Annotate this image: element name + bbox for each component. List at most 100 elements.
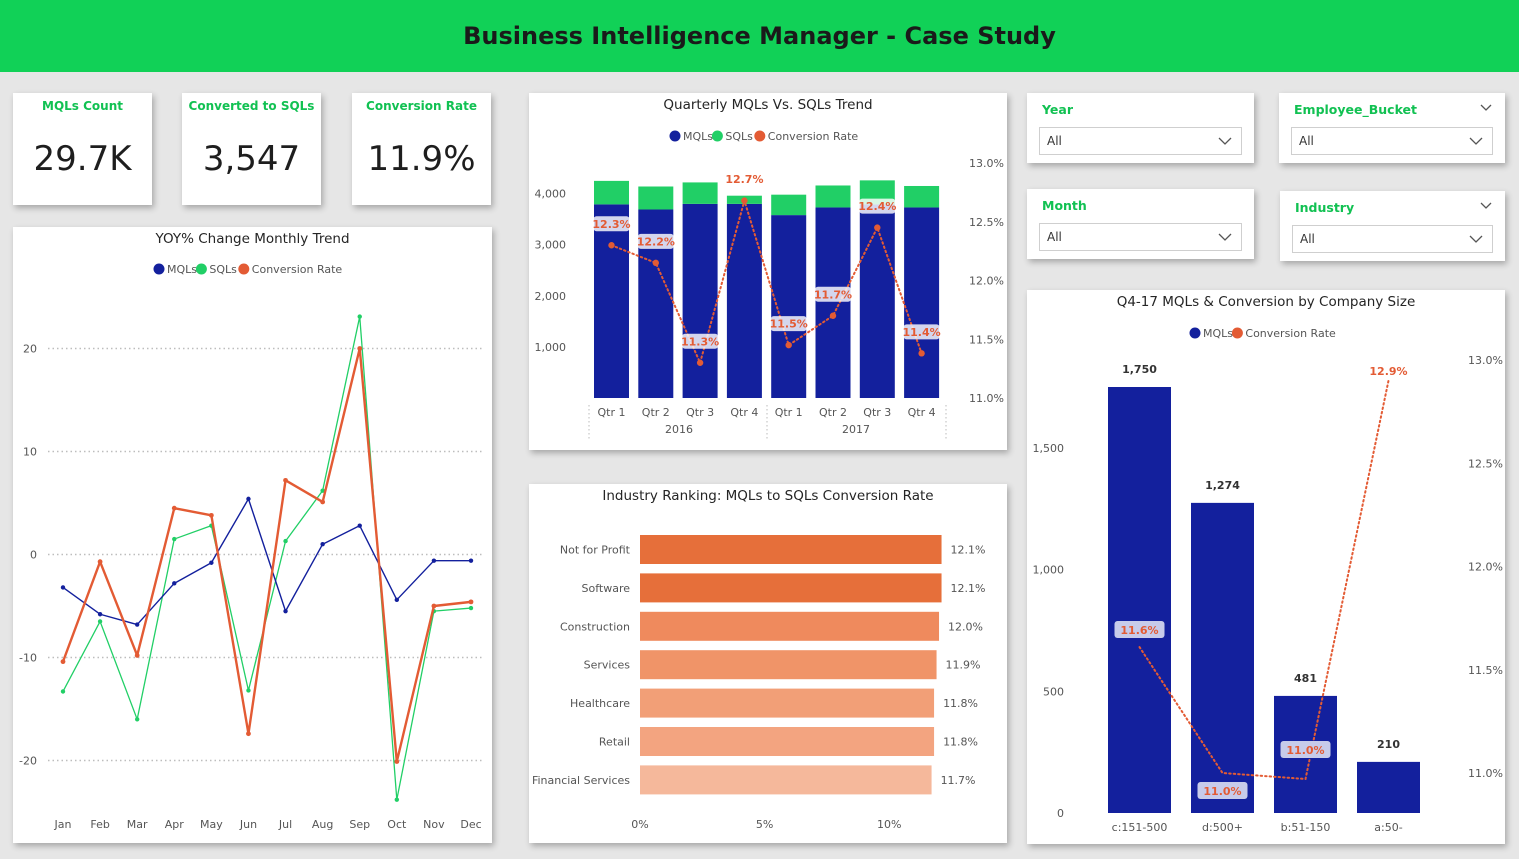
employee-bucket-dropdown[interactable]: All (1291, 127, 1493, 155)
y-tick-label: Retail (599, 736, 630, 749)
data-point (246, 731, 251, 737)
industry-chart-card[interactable]: Industry Ranking: MQLs to SQLs Conversio… (529, 484, 1007, 843)
legend-label: MQLs (1203, 327, 1233, 340)
x-tick-label: Aug (312, 818, 333, 831)
data-point (468, 599, 474, 605)
bar-mqls (594, 204, 629, 398)
chart-title: YOY% Change Monthly Trend (155, 231, 350, 247)
slicer-value: All (1299, 134, 1314, 148)
data-point (209, 560, 214, 565)
kpi-card-conversion[interactable]: Conversion Rate 11.9% (352, 93, 491, 205)
bar (640, 573, 942, 603)
bar-mqls (726, 203, 762, 398)
kpi-card-mqls[interactable]: MQLs Count 29.7K (13, 93, 152, 205)
y-tick-label: 2,000 (535, 290, 567, 303)
x-tick-label: 0% (631, 818, 648, 831)
chevron-down-icon (1469, 137, 1483, 145)
data-point (918, 350, 925, 357)
series-line-mqls (62, 498, 471, 626)
y-tick-label: 500 (1043, 685, 1064, 698)
y2-tick-label: 11.0% (1468, 767, 1503, 780)
slicer-label: Year (1042, 102, 1073, 117)
legend-label: SQLs (725, 130, 753, 143)
company-size-chart-card[interactable]: Q4-17 MQLs & Conversion by Company Size … (1027, 290, 1505, 844)
slicer-label: Month (1042, 198, 1087, 213)
legend-marker (1189, 327, 1201, 339)
series-line-conversion-rate (1138, 379, 1390, 781)
data-label: 1,274 (1205, 479, 1240, 492)
data-point (357, 314, 362, 319)
data-point (134, 622, 140, 627)
data-point (468, 605, 474, 611)
quarterly-combo-chart[interactable]: MQLs SQLs Conversion Rate 4,000 3,000 2,000 1,… (529, 93, 1007, 450)
data-point (357, 346, 363, 351)
bar-mqls (1108, 387, 1171, 813)
y2-tick-label: 12.0% (1468, 561, 1503, 574)
month-dropdown[interactable]: All (1039, 223, 1242, 251)
x-tick-label: Jul (278, 818, 292, 831)
x-tick-label: Sep (349, 818, 370, 831)
company-size-combo-chart[interactable]: MQLs Conversion Rate 1,500 1,000 500 0 13.0% 12… (1027, 290, 1505, 844)
data-point (468, 558, 474, 563)
x-tick-label: Qtr 3 (686, 406, 714, 419)
slicer-month[interactable]: Month All (1027, 189, 1254, 259)
legend-marker (669, 130, 681, 142)
data-label: 12.9% (1369, 365, 1407, 378)
data-label-bg (770, 316, 807, 332)
bar-sqls (594, 180, 629, 205)
x-tick-label: May (200, 818, 223, 831)
data-label-bg (1280, 741, 1331, 758)
bar (640, 688, 935, 718)
x-tick-label: Qtr 2 (642, 406, 670, 419)
data-point (134, 717, 140, 722)
yoy-line-chart[interactable]: MQLs SQLs Conversion Rate 20 10 0 -10 -20 Jan Feb… (13, 227, 492, 843)
data-label: 11.8% (943, 736, 978, 749)
quarterly-chart-card[interactable]: Quarterly MQLs Vs. SQLs Trend MQLs SQLs Co… (529, 93, 1007, 450)
chart-title: Quarterly MQLs Vs. SQLs Trend (663, 97, 873, 113)
data-label: 11.0% (1286, 744, 1324, 757)
legend-marker (711, 130, 723, 142)
y-tick-label: -20 (19, 755, 37, 768)
data-label-bg (903, 324, 940, 340)
data-label: 210 (1377, 738, 1400, 751)
industry-bar-chart[interactable]: Not for Profit 12.1% Software 12.1% Construc… (529, 484, 1007, 843)
chevron-down-icon[interactable] (1479, 103, 1493, 113)
data-label: 11.6% (1120, 624, 1158, 637)
industry-dropdown[interactable]: All (1292, 225, 1493, 253)
slicer-employee-bucket[interactable]: Employee_Bucket All (1279, 93, 1505, 163)
data-label-bg (1197, 782, 1248, 799)
data-point (608, 242, 615, 249)
x-tick-label: c:151-500 (1112, 821, 1168, 834)
data-label: 11.7% (814, 288, 852, 301)
legend-label: Conversion Rate (1245, 327, 1336, 340)
y-tick-label: Not for Profit (560, 544, 631, 557)
bar-mqls (1191, 502, 1254, 813)
kpi-label: Conversion Rate (366, 99, 477, 113)
y2-tick-label: 11.5% (969, 333, 1004, 346)
year-dropdown[interactable]: All (1039, 127, 1242, 155)
kpi-card-sqls[interactable]: Converted to SQLs 3,547 (182, 93, 321, 205)
y2-tick-label: 12.5% (969, 216, 1004, 229)
data-point (172, 581, 177, 586)
x-tick-label: b:51-150 (1281, 821, 1331, 834)
bar-mqls (815, 207, 851, 398)
data-point (320, 542, 325, 547)
data-point (60, 689, 66, 694)
data-point (357, 523, 362, 528)
chevron-down-icon[interactable] (1479, 201, 1493, 211)
data-point (283, 477, 288, 483)
x-tick-label: 10% (877, 818, 901, 831)
slicer-year[interactable]: Year All (1027, 93, 1254, 163)
slicer-label: Employee_Bucket (1294, 102, 1418, 117)
slicer-industry[interactable]: Industry All (1280, 191, 1505, 261)
slicer-value: All (1047, 230, 1062, 244)
data-point (394, 759, 400, 764)
data-label-bg (859, 198, 896, 214)
y-tick-label: 1,000 (1033, 564, 1065, 577)
bar-sqls (904, 185, 940, 208)
legend-marker (754, 130, 766, 142)
data-label: 12.4% (858, 200, 896, 213)
yoy-chart-card[interactable]: YOY% Change Monthly Trend MQLs SQLs Conver… (13, 227, 492, 843)
data-point (246, 496, 251, 502)
series-line-conversion-rate (610, 197, 923, 366)
